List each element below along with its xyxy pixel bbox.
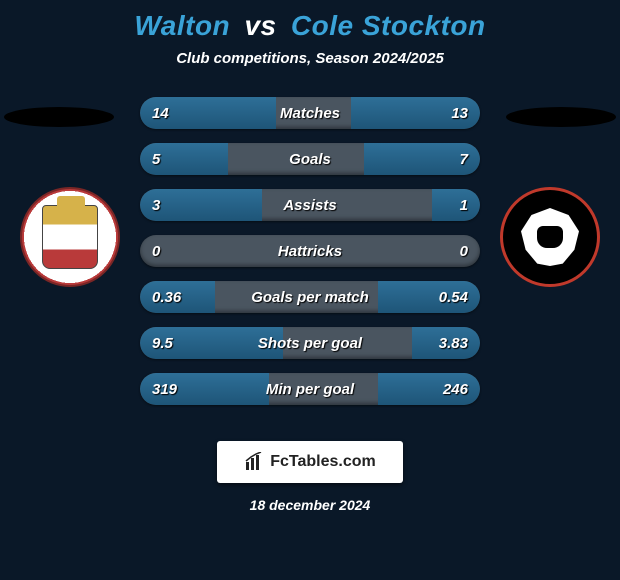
stat-label: Matches — [140, 97, 480, 129]
stat-label: Goals — [140, 143, 480, 175]
stat-row: 9.53.83Shots per goal — [140, 327, 480, 359]
player1-name: Walton — [134, 10, 230, 41]
stat-label: Min per goal — [140, 373, 480, 405]
vs-text: vs — [244, 10, 276, 41]
stat-row: 57Goals — [140, 143, 480, 175]
stat-bars: 1413Matches 57Goals 31Assists 00Hattricks 0.… — [140, 97, 480, 419]
shadow-right — [506, 107, 616, 127]
stat-row: 0.360.54Goals per match — [140, 281, 480, 313]
club-badge-left — [20, 187, 120, 287]
fctables-logo: FcTables.com — [217, 441, 403, 483]
stat-label: Assists — [140, 189, 480, 221]
stat-label: Goals per match — [140, 281, 480, 313]
stat-row: 31Assists — [140, 189, 480, 221]
title-row: Walton vs Cole Stockton Club competition… — [0, 0, 620, 67]
subtitle: Club competitions, Season 2024/2025 — [0, 50, 620, 67]
shadow-left — [4, 107, 114, 127]
chart-icon — [244, 452, 264, 472]
stat-label: Shots per goal — [140, 327, 480, 359]
stat-label: Hattricks — [140, 235, 480, 267]
stat-row: 319246Min per goal — [140, 373, 480, 405]
crest-icon — [42, 205, 98, 269]
stat-row: 00Hattricks — [140, 235, 480, 267]
date-text: 18 december 2024 — [0, 497, 620, 513]
stat-row: 1413Matches — [140, 97, 480, 129]
comparison-title: Walton vs Cole Stockton — [0, 10, 620, 42]
club-badge-right — [500, 187, 600, 287]
logo-text: FcTables.com — [270, 453, 376, 471]
content-area: 1413Matches 57Goals 31Assists 00Hattricks 0.… — [0, 97, 620, 417]
player2-name: Cole Stockton — [291, 10, 486, 41]
lion-icon — [521, 208, 579, 266]
